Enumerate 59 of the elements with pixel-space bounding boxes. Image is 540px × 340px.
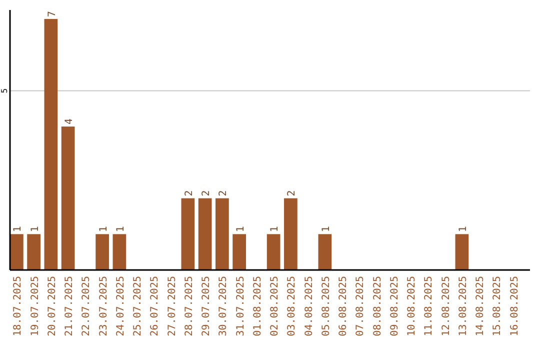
x-tick-label: 14.08.2025 [475,276,486,336]
x-tick-label: 29.07.2025 [201,276,212,336]
data-label: 2 [218,190,230,196]
x-tick-label: 12.08.2025 [440,276,452,336]
bar [27,234,40,270]
x-tick-label: 13.08.2025 [458,276,469,336]
x-tick-label: 05.08.2025 [320,276,332,336]
x-tick-label: 20.07.2025 [46,276,58,336]
data-label: 1 [458,226,469,232]
data-label: 2 [286,190,298,196]
x-tick-label: 21.07.2025 [64,276,76,336]
x-tick-label: 22.07.2025 [81,276,92,336]
bar [112,234,126,270]
bar [181,198,195,270]
x-tick-label: 10.08.2025 [406,276,418,336]
x-tick-label: 24.07.2025 [115,276,126,336]
x-tick-label: 07.08.2025 [355,276,366,336]
data-label: 1 [270,226,281,232]
x-tick-label: 18.07.2025 [12,276,24,336]
data-label: 2 [184,190,195,196]
x-tick-label: 23.07.2025 [98,276,110,336]
bar [61,126,75,270]
x-tick-label: 26.07.2025 [150,276,161,336]
data-label: 1 [235,226,246,232]
x-tick-label: 04.08.2025 [304,276,315,336]
bar [455,234,469,270]
data-label: 7 [46,10,58,17]
x-tick-label: 16.08.2025 [509,276,520,336]
data-label: 1 [30,226,41,232]
x-tick-label: 02.08.2025 [270,276,281,336]
x-tick-label: 19.07.2025 [30,276,41,336]
data-label: 1 [12,226,24,232]
x-tick-label: 01.08.2025 [252,276,264,336]
x-tick-label: 11.08.2025 [424,276,435,336]
bar [284,198,298,270]
x-tick-label: 08.08.2025 [372,276,384,336]
bar [318,234,332,270]
data-label: 1 [115,226,126,232]
x-tick-label: 28.07.2025 [184,276,195,336]
x-tick-label: 30.07.2025 [218,276,230,336]
bar [10,234,24,270]
x-tick-label: 31.07.2025 [235,276,246,336]
bar [266,234,280,270]
bar [96,234,109,270]
data-label: 1 [320,226,332,232]
data-label: 1 [98,226,110,232]
data-label: 2 [201,190,212,196]
y-tick-label: 5 [0,88,9,94]
x-tick-label: 27.07.2025 [166,276,178,336]
bar [44,18,58,270]
x-tick-label: 03.08.2025 [286,276,298,336]
bar [232,234,246,270]
x-tick-label: 09.08.2025 [389,276,400,336]
bar [198,198,212,270]
x-tick-label: 25.07.2025 [132,276,144,336]
bar [216,198,229,270]
x-tick-label: 15.08.2025 [492,276,504,336]
data-label: 4 [64,118,76,125]
x-tick-label: 06.08.2025 [338,276,350,336]
